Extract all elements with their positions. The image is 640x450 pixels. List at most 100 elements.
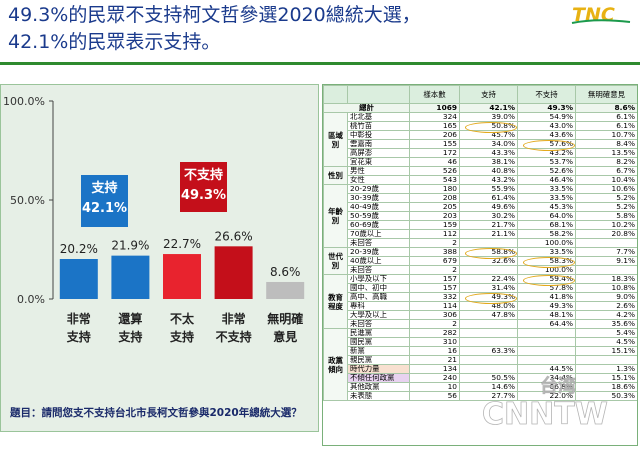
bar-chart: 0.0%50.0%100.0%20.2%非常支持21.9%還算支持22.7%不太… [3, 95, 305, 344]
table-row: 未表態 56 27.7% 22.0% 50.3% [324, 391, 637, 401]
table-cell: 50.3% [575, 391, 637, 401]
group-label: 政黨傾向 [323, 328, 348, 401]
table-row: 雲嘉南 155 34.0% 57.6% 8.4% [324, 139, 637, 149]
table-cell: 5.4% [575, 328, 637, 338]
table-cell: 10.6% [575, 184, 637, 194]
table-row: 中彰投 206 45.7% 43.6% 10.7% [324, 130, 637, 140]
table-cell: 46.4% [517, 175, 576, 185]
table-cell [459, 238, 518, 248]
table-cell: 206 [409, 130, 460, 140]
table-cell [517, 337, 576, 347]
row-label: 小學及以下 [347, 274, 410, 284]
table-cell: 22.0% [517, 391, 576, 401]
bar-value-label: 20.2% [60, 242, 98, 256]
table-cell: 44.5% [517, 364, 576, 374]
table-cell: 43.3% [459, 148, 518, 158]
table-cell: 6.7% [575, 166, 637, 176]
table-cell: 20.8% [575, 229, 637, 239]
bar-value-label: 26.6% [215, 229, 253, 243]
table-cell: 5.8% [575, 211, 637, 221]
table-cell: 50.5% [459, 373, 518, 383]
row-label: 未回答 [347, 319, 410, 329]
logo-swoosh [571, 19, 631, 24]
table-cell [517, 328, 576, 338]
row-label: 40歲以上 [347, 256, 410, 266]
y-tick-label: 100.0% [3, 95, 45, 108]
table-cell: 43.2% [517, 148, 576, 158]
group-label: 區域別 [323, 112, 348, 167]
row-label: 不傾任何政黨 [347, 373, 410, 383]
x-tick-label: 非常 [67, 311, 91, 326]
table-cell: 8.2% [575, 157, 637, 167]
row-label: 北北基 [347, 112, 410, 122]
header-oppose: 不支持 [517, 85, 576, 104]
x-tick-label: 支持 [66, 329, 91, 344]
row-label: 70歲以上 [347, 229, 410, 239]
table-cell: 10.2% [575, 220, 637, 230]
table-cell [575, 355, 637, 365]
table-cell: 21 [409, 355, 460, 365]
table-cell: 68.1% [517, 220, 576, 230]
table-cell: 64.4% [517, 319, 576, 329]
chart-panel: 0.0% 50.0% 100.0% 20.2% 非常 支持 21.9% 還算 支持 22.7% 不太… [0, 84, 319, 432]
row-label: 60-69歲 [347, 220, 410, 230]
table-row: 不傾任何政黨 240 50.5% 34.4% 15.1% [324, 373, 637, 383]
row-label: 國民黨 [347, 337, 410, 347]
table-cell: 332 [409, 292, 460, 302]
table-cell: 16 [409, 346, 460, 356]
table-row: 大學及以上 306 47.8% 48.1% 4.2% [324, 310, 637, 320]
table-cell: 45.7% [459, 130, 518, 140]
table-cell: 46 [409, 157, 460, 167]
table-cell [517, 355, 576, 365]
table-cell: 2.6% [575, 301, 637, 311]
table-cell: 159 [409, 220, 460, 230]
table-cell: 50.8% [459, 121, 518, 131]
headline-line-1: 49.3%的民眾不支持柯文哲參選2020總統大選， [8, 4, 421, 26]
row-label: 桃竹苗 [347, 121, 410, 131]
table-cell: 112 [409, 229, 460, 239]
table-cell: 34.0% [459, 139, 518, 149]
table-cell: 58.3% [517, 256, 576, 266]
table-cell: 282 [409, 328, 460, 338]
table-cell: 114 [409, 301, 460, 311]
table-cell: 52.6% [517, 166, 576, 176]
table-cell: 48.1% [517, 310, 576, 320]
table-row: 未回答 2 100.0% [324, 238, 637, 248]
table-cell: 21.7% [459, 220, 518, 230]
row-label: 專科 [347, 301, 410, 311]
header-group [323, 85, 348, 104]
table-cell: 5.2% [575, 202, 637, 212]
table-cell: 64.0% [517, 211, 576, 221]
row-label: 50-59歲 [347, 211, 410, 221]
table-cell: 15.1% [575, 346, 637, 356]
header-support: 支持 [459, 85, 518, 104]
x-tick-label: 支持 [169, 329, 194, 344]
table-cell: 33.5% [517, 184, 576, 194]
table-row-total: 總計 1069 42.1% 49.3% 8.6% [323, 103, 637, 113]
table-cell: 55.9% [459, 184, 518, 194]
row-label: 宜花東 [347, 157, 410, 167]
table-cell: 41.8% [517, 292, 576, 302]
group-label: 教育程度 [323, 274, 348, 329]
table-cell: 63.3% [459, 346, 518, 356]
row-label: 國中、初中 [347, 283, 410, 293]
table-cell: 10.7% [575, 130, 637, 140]
table-cell: 43.2% [459, 175, 518, 185]
table-cell: 8.4% [575, 139, 637, 149]
table-cell: 6.1% [575, 121, 637, 131]
row-label: 20-29歲 [347, 184, 410, 194]
table-cell [575, 265, 637, 275]
table-row: 70歲以上 112 21.1% 58.2% 20.8% [324, 229, 637, 239]
table-cell: 10.4% [575, 175, 637, 185]
table-cell [459, 319, 518, 329]
total-no-opinion: 8.6% [575, 103, 637, 113]
table-cell: 9.1% [575, 256, 637, 266]
table-cell: 205 [409, 202, 460, 212]
table-cell: 33.5% [517, 193, 576, 203]
table-cell: 6.1% [575, 112, 637, 122]
table-cell: 27.7% [459, 391, 518, 401]
table-cell: 47.8% [459, 310, 518, 320]
table-cell [459, 265, 518, 275]
table-row: 新黨 16 63.3% 15.1% [324, 346, 637, 356]
row-label: 30-39歲 [347, 193, 410, 203]
